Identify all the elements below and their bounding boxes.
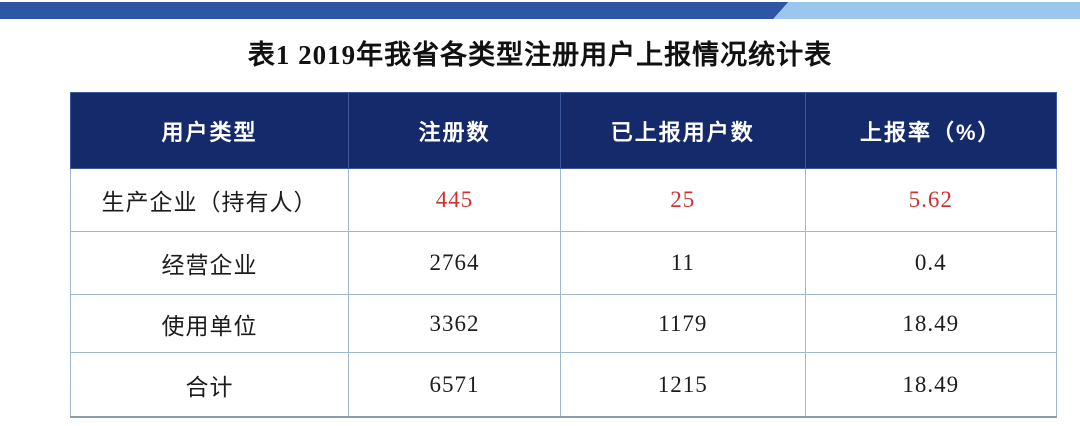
column-header-report-rate: 上报率（%） [804, 92, 1058, 169]
cell-rate: 5.62 [804, 168, 1058, 232]
cell-registered: 445 [348, 168, 562, 232]
cell-registered: 6571 [348, 352, 562, 418]
stats-table: 用户类型 注册数 已上报用户数 上报率（%） 生产企业（持有人） 445 25 … [69, 92, 1058, 418]
cell-registered: 2764 [348, 231, 562, 295]
banner-light-segment [773, 2, 1080, 19]
cell-reported: 11 [560, 231, 806, 295]
cell-rate: 18.49 [804, 352, 1058, 418]
table-row-distributors: 经营企业 2764 11 0.4 [69, 231, 1058, 295]
cell-reported: 1215 [560, 352, 806, 418]
top-banner [0, 2, 1080, 19]
cell-reported: 1179 [560, 294, 806, 353]
cell-user-type: 经营企业 [69, 231, 350, 295]
cell-reported: 25 [560, 168, 806, 232]
cell-rate: 18.49 [804, 294, 1058, 353]
cell-rate: 0.4 [804, 231, 1058, 295]
table-row-total: 合计 6571 1215 18.49 [69, 352, 1058, 418]
cell-user-type: 使用单位 [69, 294, 350, 353]
table-row-manufacturers: 生产企业（持有人） 445 25 5.62 [69, 168, 1058, 232]
cell-user-type: 合计 [69, 352, 350, 418]
page-title: 表1 2019年我省各类型注册用户上报情况统计表 [247, 40, 833, 70]
column-header-registered-count: 注册数 [348, 92, 562, 169]
banner-dark-segment [0, 2, 789, 19]
cell-user-type: 生产企业（持有人） [69, 168, 350, 232]
column-header-user-type: 用户类型 [69, 92, 350, 169]
table-row-users: 使用单位 3362 1179 18.49 [69, 294, 1058, 353]
column-header-reported-users: 已上报用户数 [560, 92, 806, 169]
table-header-row: 用户类型 注册数 已上报用户数 上报率（%） [69, 92, 1058, 169]
cell-registered: 3362 [348, 294, 562, 353]
